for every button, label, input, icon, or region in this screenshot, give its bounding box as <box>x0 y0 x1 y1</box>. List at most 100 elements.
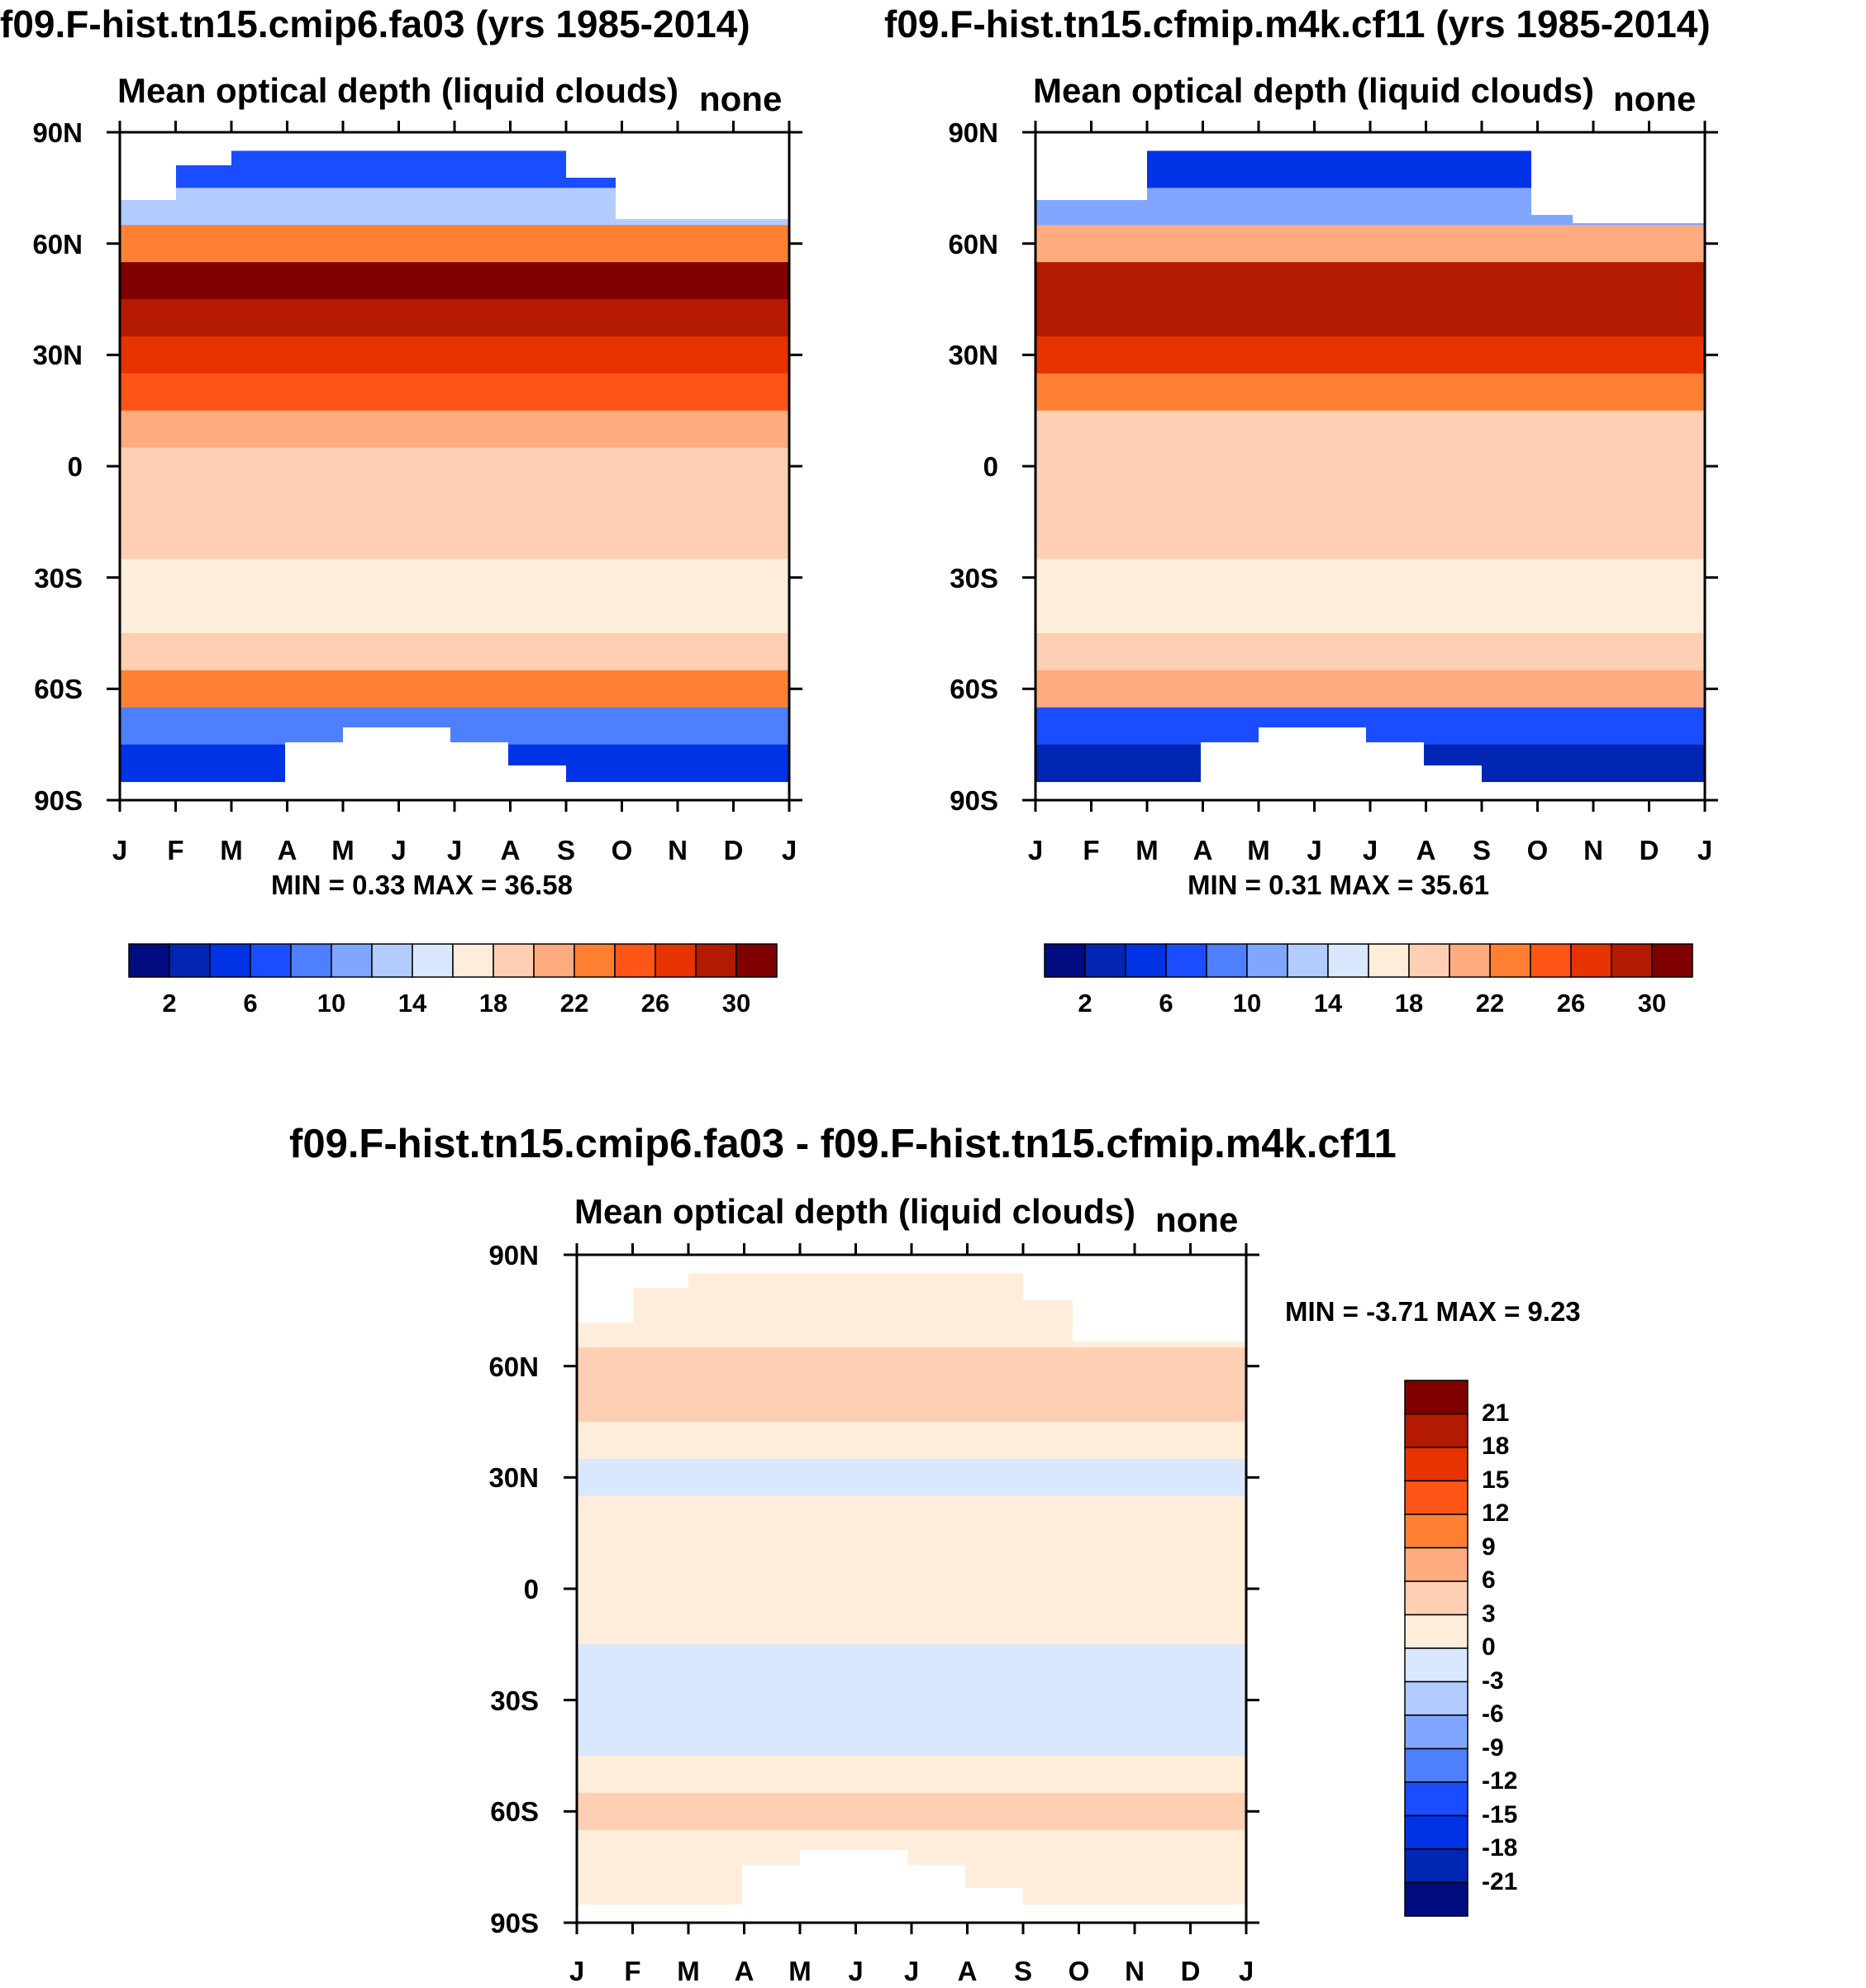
colorbar-box <box>290 943 332 978</box>
band-lat-20 <box>577 1495 1246 1534</box>
panel2-colorbar-label: 2 <box>1078 989 1092 1018</box>
band-lat--70 <box>1035 707 1705 746</box>
colorbar-box <box>574 943 616 978</box>
panel1-colorbar-label: 14 <box>397 989 427 1018</box>
panel2-subtitle: Mean optical depth (liquid clouds) <box>1033 71 1594 110</box>
colorbar-box <box>1404 1614 1469 1649</box>
panel1-ylabel-30N: 30N <box>32 340 83 370</box>
panel3-units: none <box>1155 1200 1239 1239</box>
colorbar-box <box>1570 943 1612 978</box>
missing-north-2 <box>1073 1255 1246 1342</box>
panel3-xlabel-4: M <box>788 1956 812 1986</box>
band-lat--70 <box>577 1829 1246 1868</box>
panel3-colorbar-label: -18 <box>1482 1834 1518 1862</box>
band-lat-0 <box>1035 447 1705 485</box>
panel2-colorbar-label: 6 <box>1159 989 1173 1018</box>
panel1-colorbar-label: 18 <box>478 989 508 1018</box>
colorbar-box <box>128 943 170 978</box>
band-lat-20 <box>120 373 789 412</box>
band-lat--10 <box>120 484 789 522</box>
panel3-xlabel-3: A <box>734 1956 754 1986</box>
colorbar-box <box>1246 943 1288 978</box>
panel3-ylabel-30S: 30S <box>490 1685 539 1716</box>
band-lat--10 <box>1035 484 1705 522</box>
band-lat-10 <box>577 1533 1246 1571</box>
colorbar-box <box>250 943 292 978</box>
colorbar-box <box>1404 1781 1469 1817</box>
band-lat-60 <box>577 1347 1246 1385</box>
panel3-ylabel-30N: 30N <box>488 1462 539 1493</box>
panel3-xlabel-11: D <box>1180 1956 1201 1986</box>
panel3-ylabel-0: 0 <box>523 1574 539 1604</box>
missing-south-2 <box>343 727 450 802</box>
panel2-xlabel-10: N <box>1583 835 1603 865</box>
colorbar-box <box>614 943 656 978</box>
colorbar-box <box>1489 943 1531 978</box>
band-lat--10 <box>577 1607 1246 1645</box>
panel2-ylabel-90N: 90N <box>948 117 998 148</box>
colorbar-box <box>1404 1413 1469 1448</box>
colorbar-box <box>1611 943 1653 978</box>
colorbar-box <box>1404 1747 1469 1783</box>
panel2-xlabel-2: M <box>1135 835 1159 865</box>
panel1-ylabel-60S: 60S <box>34 674 83 704</box>
panel3-xlabel-12: J <box>1238 1956 1254 1986</box>
band-lat-30 <box>577 1458 1246 1497</box>
band-lat--60 <box>577 1792 1246 1831</box>
panel3-colorbar-label: -9 <box>1482 1733 1504 1762</box>
colorbar-box <box>1044 943 1086 978</box>
panel3-xlabel-0: J <box>569 1956 585 1986</box>
panel3-colorbar-label: 12 <box>1482 1499 1510 1527</box>
panel2-colorbar-label: 26 <box>1556 989 1586 1018</box>
panel3-ylabel-90S: 90S <box>490 1908 539 1938</box>
colorbar-box <box>1404 1514 1469 1549</box>
panel1-colorbar <box>128 943 778 978</box>
colorbar-box <box>735 943 778 978</box>
colorbar-box <box>1404 1580 1469 1616</box>
panel3-ylabel-90N: 90N <box>488 1240 539 1271</box>
band-lat-10 <box>120 410 789 449</box>
panel1-colorbar-label: 10 <box>317 989 346 1018</box>
panel1-colorbar-label: 30 <box>721 989 751 1018</box>
panel2-xlabel-6: J <box>1362 835 1378 865</box>
panel3-colorbar-label: -6 <box>1482 1700 1504 1728</box>
panel3-ylabel-60N: 60N <box>488 1352 539 1382</box>
panel3-xlabel-8: S <box>1013 1956 1032 1986</box>
band-lat-40 <box>577 1422 1246 1460</box>
colorbar-box <box>533 943 575 978</box>
panel3-colorbar-label: -15 <box>1482 1800 1518 1828</box>
band-lat--50 <box>1035 633 1705 671</box>
missing-south-3 <box>907 1888 1023 1924</box>
panel3-colorbar-label: -21 <box>1482 1867 1518 1895</box>
colorbar-box <box>1404 1647 1469 1683</box>
band-lat--40 <box>577 1719 1246 1757</box>
panel2-colorbar-label: 18 <box>1394 989 1424 1018</box>
panel1-colorbar-label: 22 <box>559 989 589 1018</box>
panel2-ylabel-90S: 90S <box>950 785 998 816</box>
band-lat-50 <box>577 1385 1246 1423</box>
panel3-colorbar-label: -12 <box>1482 1767 1518 1795</box>
panel1-units: none <box>699 79 783 118</box>
colorbar-box <box>1125 943 1167 978</box>
colorbar-box <box>1408 943 1450 978</box>
panel1-subtitle: Mean optical depth (liquid clouds) <box>117 71 678 110</box>
band-lat-60 <box>1035 225 1705 263</box>
panel1-ylabel-30S: 30S <box>34 563 83 594</box>
panel3-xlabel-10: N <box>1125 1956 1145 1986</box>
panel3-xlabel-1: F <box>624 1956 641 1986</box>
panel1-title: f09.F-hist.tn15.cmip6.fa03 (yrs 1985-201… <box>0 2 750 45</box>
missing-north-4 <box>1573 132 1705 223</box>
missing-north-1 <box>577 1255 688 1288</box>
panel2-colorbar-label: 14 <box>1313 989 1343 1018</box>
colorbar-box <box>1404 1814 1469 1850</box>
panel3-colorbar-label: 21 <box>1482 1399 1510 1427</box>
band-lat--60 <box>120 670 789 708</box>
panel2-colorbar <box>1044 943 1693 978</box>
band-lat-50 <box>120 262 789 300</box>
band-lat--50 <box>120 633 789 671</box>
colorbar-box <box>1404 1547 1469 1582</box>
panel2-xlabel-12: J <box>1697 835 1713 865</box>
missing-north-2 <box>1035 132 1147 200</box>
panel1-minmax: MIN = 0.33 MAX = 36.58 <box>271 870 574 900</box>
colorbar-box <box>1449 943 1491 978</box>
